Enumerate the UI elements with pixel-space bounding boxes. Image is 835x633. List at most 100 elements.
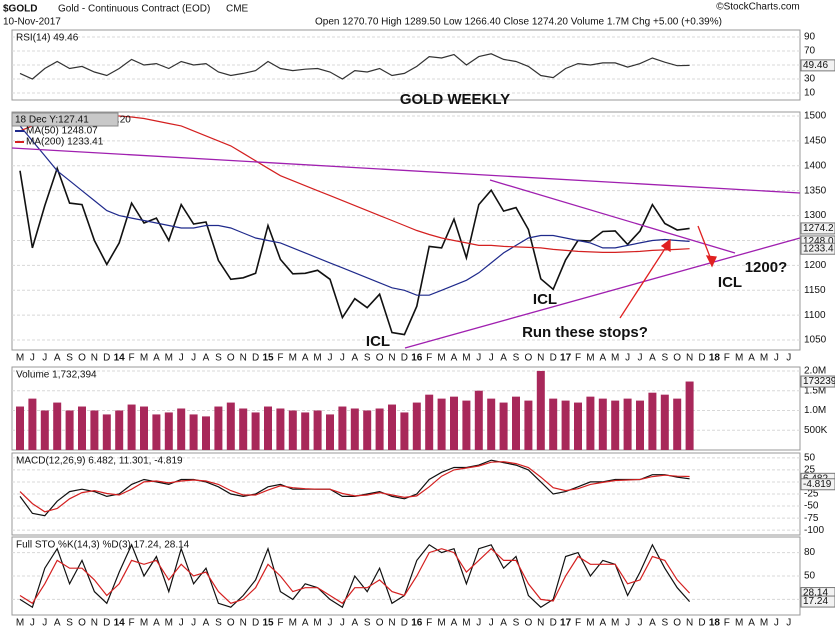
- value-tag: [800, 478, 835, 491]
- volume-bar: [102, 414, 111, 450]
- x-tick-label: J: [340, 353, 345, 364]
- volume-bar: [53, 402, 62, 450]
- value-tag-label: 49.46: [803, 60, 828, 71]
- volume-bar: [673, 398, 682, 450]
- value-tag-label: 17.24: [803, 596, 828, 607]
- x-tick-label: O: [78, 618, 86, 629]
- x-tick-label: S: [66, 618, 73, 629]
- x-tick-label: M: [313, 353, 321, 364]
- volume-bar: [685, 381, 694, 450]
- x-tick-label: N: [537, 618, 544, 629]
- series-group: [19, 543, 691, 609]
- y-tick-label: 1350: [804, 185, 827, 196]
- x-tick-label: 14: [114, 618, 126, 629]
- x-tick-label: M: [437, 353, 445, 364]
- x-tick-label: J: [638, 618, 643, 629]
- volume-bar: [586, 396, 595, 450]
- x-tick-label: 18: [709, 353, 721, 364]
- volume-bar: [350, 408, 359, 450]
- x-tick-label: S: [215, 618, 222, 629]
- annotation-icl: ICL: [533, 291, 557, 308]
- x-tick-label: A: [54, 618, 61, 629]
- x-tick-label: J: [625, 353, 630, 364]
- trendline: [404, 237, 801, 349]
- x-tick-label: A: [54, 353, 61, 364]
- x-tick-label: M: [313, 618, 321, 629]
- annotation-title: GOLD WEEKLY: [400, 91, 510, 108]
- value-tag-label: 28.14: [803, 588, 828, 599]
- x-tick-label: 17: [560, 618, 572, 629]
- arrow-head: [705, 255, 717, 268]
- trendlines: [11, 147, 801, 349]
- x-tick-label: M: [165, 353, 173, 364]
- x-tick-label: A: [500, 353, 507, 364]
- series-group: [19, 115, 690, 336]
- volume-bar: [412, 402, 421, 450]
- y-tick-label: -75: [804, 513, 819, 524]
- volume-bar: [462, 400, 471, 450]
- x-tick-label: A: [748, 618, 755, 629]
- y-tick-label: 25: [804, 465, 816, 476]
- volume-bar: [648, 392, 657, 450]
- y-tick-label: 30: [804, 74, 816, 85]
- arrows: [619, 225, 717, 319]
- x-tick-label: A: [649, 353, 656, 364]
- annotation-stops: Run these stops?: [522, 324, 648, 341]
- volume-bar: [326, 414, 334, 450]
- x-tick-label: A: [203, 353, 210, 364]
- series-group: [16, 370, 694, 450]
- volume-bar: [152, 414, 161, 450]
- y-tick-label: 1100: [804, 310, 826, 321]
- x-tick-label: A: [302, 353, 309, 364]
- x-tick-label: J: [489, 618, 494, 629]
- y-tick-label: 1500: [804, 111, 827, 122]
- legend-label: Volume 1,732,394: [16, 370, 97, 381]
- y-tick-label: -100: [804, 525, 824, 536]
- x-tick-label: 18: [709, 618, 721, 629]
- x-tick-label: J: [328, 618, 333, 629]
- x-tick-label: A: [748, 353, 755, 364]
- x-tick-label: F: [724, 618, 730, 629]
- y-tick-label: 50: [804, 571, 816, 582]
- volume-bar: [437, 398, 446, 450]
- y-tick-label: 80: [804, 547, 816, 558]
- date: 10-Nov-2017: [3, 17, 61, 28]
- x-tick-label: J: [786, 618, 791, 629]
- legend-label: Full STO %K(14,3) %D(3) 17.24, 28.14: [16, 540, 190, 551]
- volume-bar: [450, 396, 458, 450]
- annotation-target: 1200?: [745, 259, 788, 276]
- value-tag-label: 1233.4: [803, 243, 834, 254]
- x-tick-label: 17: [560, 353, 572, 364]
- volume-bar: [115, 410, 124, 450]
- volume-bar: [388, 404, 396, 450]
- legend-label: MA(50) 1248.07: [26, 126, 98, 137]
- annotation-icl: ICL: [718, 274, 742, 291]
- x-tick-label: M: [437, 618, 445, 629]
- x-tick-label: J: [476, 618, 481, 629]
- x-tick-label: J: [179, 353, 184, 364]
- volume-bar: [425, 394, 434, 450]
- x-tick-label: D: [252, 618, 259, 629]
- x-tick-label: N: [91, 618, 98, 629]
- y-tick-label: 1.5M: [804, 385, 826, 396]
- x-tick-label: S: [215, 353, 222, 364]
- x-tick-label: O: [673, 618, 681, 629]
- volume-bar: [177, 408, 186, 450]
- x-tick-label: N: [240, 618, 247, 629]
- volume-bar: [375, 408, 384, 450]
- volume-bar: [499, 402, 508, 450]
- x-tick-label: J: [340, 618, 345, 629]
- series-line: [19, 543, 691, 609]
- x-tick-label: N: [240, 353, 247, 364]
- x-tick-label: D: [698, 618, 705, 629]
- x-tick-label: O: [673, 353, 681, 364]
- series-group: [19, 459, 690, 517]
- x-tick-label: M: [165, 618, 173, 629]
- y-tick-label: -25: [804, 489, 819, 500]
- y-tick-label: 1150: [804, 285, 826, 296]
- series-line: [19, 125, 690, 296]
- x-tick-label: F: [277, 353, 283, 364]
- legend-label: MA(200) 1233.41: [26, 137, 104, 148]
